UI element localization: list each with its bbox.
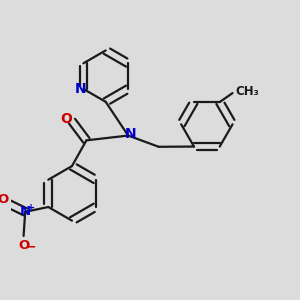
Text: CH₃: CH₃	[235, 85, 259, 98]
Text: −: −	[26, 241, 36, 254]
Text: N: N	[74, 82, 86, 96]
Text: N: N	[125, 127, 136, 141]
Text: O: O	[18, 239, 29, 252]
Text: O: O	[0, 193, 9, 206]
Text: O: O	[60, 112, 72, 125]
Text: +: +	[27, 203, 35, 213]
Text: N: N	[20, 205, 31, 218]
